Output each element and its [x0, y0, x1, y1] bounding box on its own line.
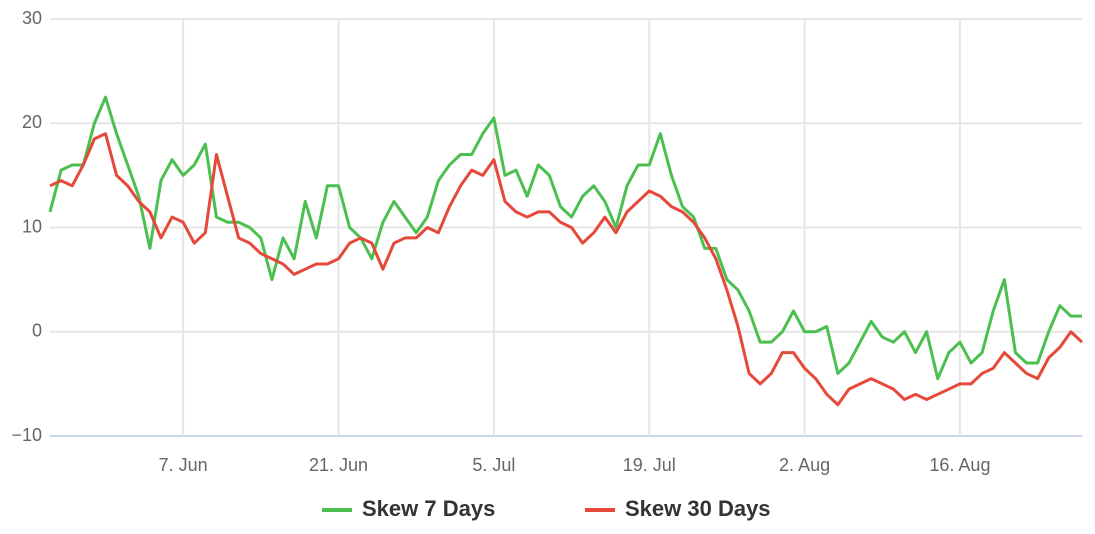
x-tick-label: 19. Jul	[623, 455, 676, 475]
x-tick-label: 7. Jun	[159, 455, 208, 475]
x-tick-label: 21. Jun	[309, 455, 368, 475]
series-line	[49, 132, 1084, 407]
y-tick-label: 0	[32, 321, 42, 341]
x-tick-label: 2. Aug	[779, 455, 830, 475]
x-tick-label: 16. Aug	[929, 455, 990, 475]
legend-label: Skew 7 Days	[362, 496, 495, 521]
y-tick-label: 10	[22, 216, 42, 236]
y-tick-label: −10	[11, 425, 42, 445]
series-line	[48, 95, 1082, 381]
x-tick-label: 5. Jul	[472, 455, 515, 475]
y-tick-label: 20	[22, 112, 42, 132]
y-tick-label: 30	[22, 8, 42, 28]
legend-label: Skew 30 Days	[625, 496, 771, 521]
